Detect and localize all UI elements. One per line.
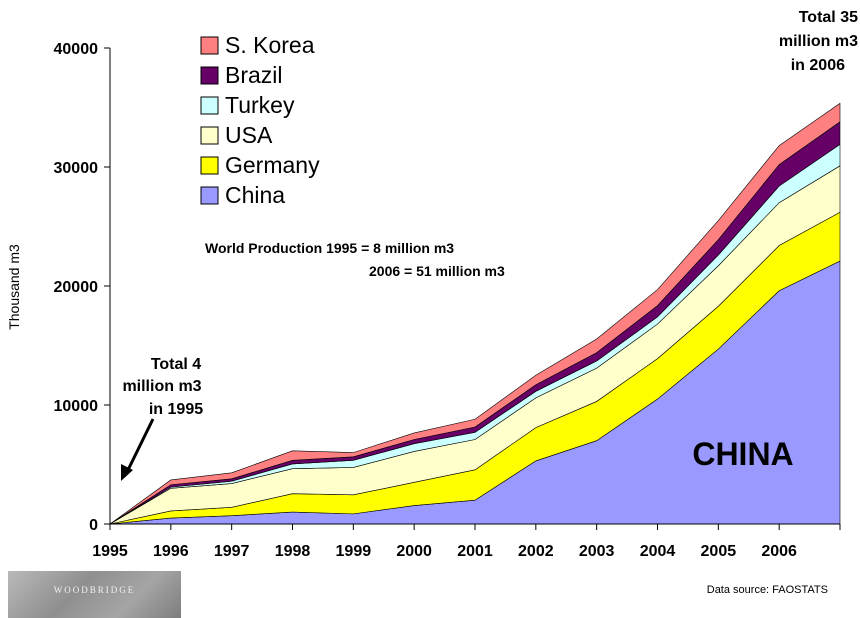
legend-label: Turkey (225, 92, 295, 118)
x-tick-label: 1997 (214, 543, 250, 560)
x-tick-label: 2001 (457, 543, 493, 560)
legend-label: USA (225, 122, 273, 148)
svg-text:in 1995: in 1995 (149, 401, 203, 418)
legend-swatch (200, 36, 219, 55)
x-tick-label: 2003 (579, 543, 615, 560)
legend-swatch (200, 126, 219, 145)
area-s-korea (109, 102, 841, 525)
y-tick-label: 0 (89, 517, 98, 534)
axes: 0 10000 20000 30000 40000 1995 1996 1997 1998 199… (54, 41, 841, 560)
stacked-areas (109, 102, 841, 525)
x-tick-label: 2000 (396, 543, 432, 560)
svg-text:million m3: million m3 (779, 33, 858, 50)
x-tick-label: 1996 (153, 543, 189, 560)
y-tick-label: 20000 (54, 279, 99, 296)
legend-swatch (200, 186, 219, 205)
x-tick-label: 1999 (336, 543, 372, 560)
annotation-world-production: World Production 1995 = 8 million m3 200… (205, 240, 505, 279)
svg-text:Total 35: Total 35 (799, 9, 858, 26)
x-tick-label: 1998 (275, 543, 311, 560)
legend-label: S. Korea (225, 32, 315, 58)
x-tick-label: 2005 (701, 543, 737, 560)
china-area-label: CHINA (692, 436, 793, 472)
svg-text:in 2006: in 2006 (791, 57, 845, 74)
y-tick-label: 10000 (54, 398, 99, 415)
logo-text: WOODBRIDGE (53, 585, 136, 595)
x-tick-label: 2002 (518, 543, 554, 560)
legend-label: Brazil (225, 62, 283, 88)
svg-text:Total 4: Total 4 (151, 356, 201, 373)
legend-swatch (200, 66, 219, 85)
annotation-total-2006: Total 35 million m3 in 2006 (779, 9, 858, 74)
legend-label: China (225, 182, 285, 208)
annotation-total-1995: Total 4 million m3 in 1995 (122, 356, 203, 418)
legend: S. Korea Brazil Turkey USA Germany China (200, 32, 320, 208)
svg-text:World Production 1995 = 8 m: World Production 1995 = 8 million m3 (205, 240, 454, 256)
legend-label: Germany (225, 152, 320, 178)
data-source-note: Data source: FAOSTATS (707, 584, 828, 596)
x-tick-label: 2004 (640, 543, 676, 560)
legend-swatch (200, 156, 219, 175)
y-axis-label: Thousand m3 (6, 244, 22, 330)
x-tick-label: 2006 (761, 543, 797, 560)
y-tick-label: 40000 (54, 41, 99, 58)
svg-text:million m3: million m3 (122, 378, 201, 395)
legend-swatch (200, 96, 219, 115)
svg-text:2006 = 51 million m3: 2006 = 51 million m3 (369, 263, 505, 279)
woodbridge-logo: WOODBRIDGE (8, 571, 181, 618)
x-tick-label: 1995 (92, 543, 128, 560)
annotation-arrow (121, 418, 155, 481)
y-tick-label: 30000 (54, 160, 99, 177)
